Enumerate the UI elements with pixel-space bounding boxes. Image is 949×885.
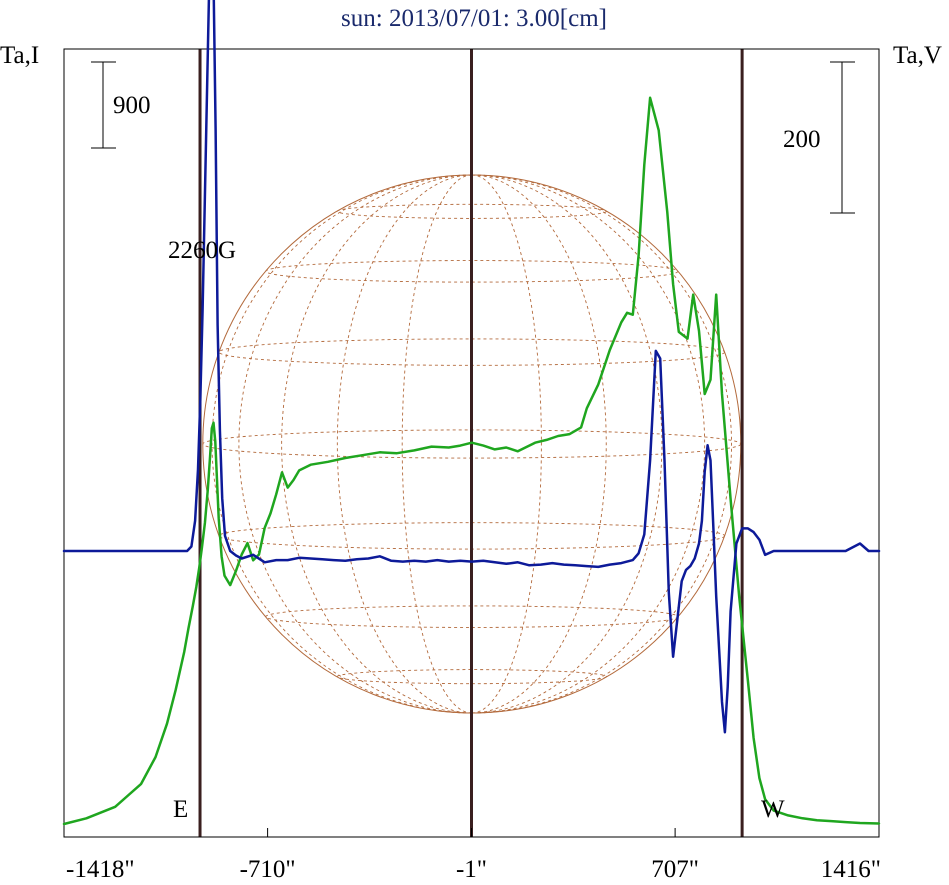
- right-axis-label: Ta,V: [893, 42, 942, 69]
- annotation-2260g: 2260G: [168, 237, 236, 264]
- longitude-line: [471, 174, 607, 714]
- series-line-intensity: [62, 96, 881, 826]
- chart-title: sun: 2013/07/01: 3.00[cm]: [341, 5, 607, 32]
- longitude-line: [211, 174, 472, 714]
- longitude-line: [401, 174, 472, 714]
- x-axis-ticks: -1418" -710" -1" 707" 1416": [63, 828, 881, 883]
- latitude-line: [265, 260, 679, 283]
- series-line-polarization: [62, 0, 881, 734]
- left-axis-label: Ta,I: [0, 42, 39, 69]
- annotation-east: E: [173, 796, 188, 823]
- latitude-line: [336, 203, 607, 219]
- scale-bar-left: 900: [91, 61, 151, 149]
- longitude-line: [238, 174, 472, 714]
- scale-bar-right-label: 200: [783, 126, 821, 153]
- x-tick-label: 1416": [821, 856, 881, 883]
- latitude-line: [336, 669, 607, 685]
- longitude-line: [281, 174, 472, 714]
- longitude-line: [471, 174, 663, 714]
- x-tick-label: 707": [651, 856, 699, 883]
- longitude-line: [336, 174, 472, 714]
- annotation-west: W: [761, 796, 785, 823]
- longitude-line: [471, 174, 733, 714]
- x-tick-label: -710": [240, 856, 296, 883]
- series-layer: [62, 0, 881, 826]
- x-tick-label: -1": [456, 856, 487, 883]
- longitude-line: [471, 174, 542, 714]
- x-tick-label: -1418": [66, 856, 135, 883]
- scale-bar-right: 200: [783, 61, 855, 214]
- scale-bar-left-label: 900: [113, 92, 151, 119]
- longitude-line: [471, 174, 706, 714]
